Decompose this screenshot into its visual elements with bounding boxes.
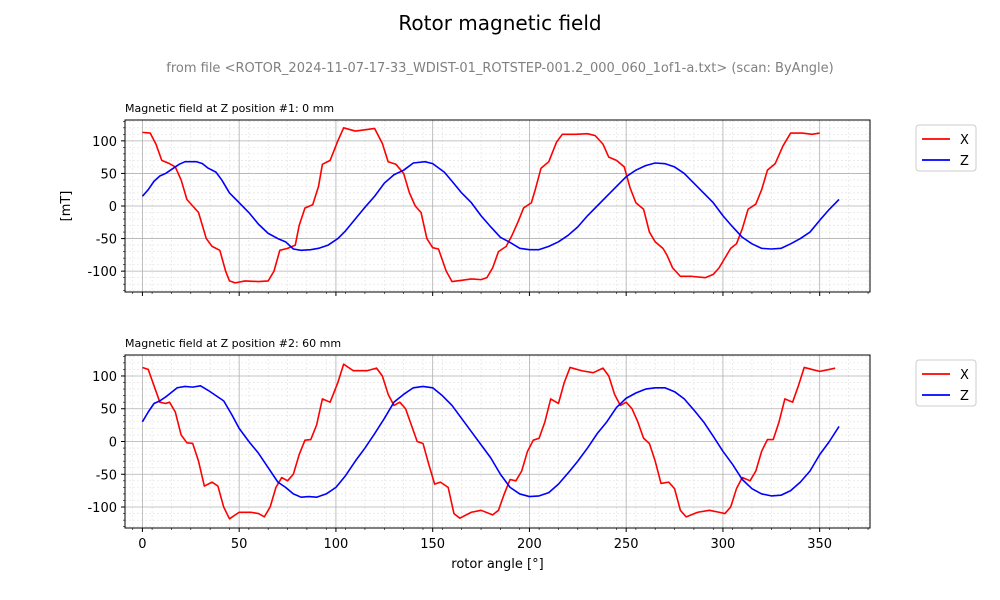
plot-panel-bottom: 0 50 100 150 200 250 300 350 -100 -50 0 50 100 Magnet… [87, 337, 977, 572]
tick-label-y: 0 [109, 200, 117, 215]
series-line-Z [141, 160, 840, 252]
tick-label-x: 0 [138, 537, 146, 552]
y-axis-label: [mT] [59, 191, 74, 222]
series-line-Z [141, 385, 840, 498]
legend-label-X: X [960, 133, 969, 148]
figure-title: Rotor magnetic field [398, 11, 601, 35]
tick-label-y: 100 [92, 135, 117, 150]
tick-label-y: 0 [109, 436, 117, 451]
tick-label-x: 100 [324, 537, 349, 552]
x-axis-label: rotor angle [°] [451, 557, 543, 572]
tick-label-y: -50 [96, 233, 117, 248]
legend-label-X: X [960, 368, 969, 383]
figure-subtitle: from file <ROTOR_2024-11-07-17-33_WDIST-… [166, 61, 834, 76]
tick-label-y: 50 [100, 167, 117, 182]
tick-label-y: -100 [87, 265, 117, 280]
legend-label-Z: Z [960, 154, 969, 169]
tick-label-y: 50 [100, 403, 117, 418]
series-line-X [142, 363, 836, 520]
tick-label-x: 350 [807, 537, 832, 552]
tick-label-x: 200 [517, 537, 542, 552]
tick-label-x: 250 [614, 537, 639, 552]
tick-label-y: -50 [96, 468, 117, 483]
axes-title: Magnetic field at Z position #1: 0 mm [125, 102, 334, 115]
tick-label-y: 100 [92, 370, 117, 385]
tick-label-x: 50 [231, 537, 248, 552]
tick-label-x: 150 [420, 537, 445, 552]
tick-label-y: -100 [87, 501, 117, 516]
axes-title: Magnetic field at Z position #2: 60 mm [125, 337, 341, 350]
series-line-X [142, 127, 820, 284]
plot-panel-top: -100 -50 0 50 100 Magnetic field at Z positio… [59, 102, 977, 296]
legend-label-Z: Z [960, 389, 969, 404]
tick-label-x: 300 [711, 537, 736, 552]
